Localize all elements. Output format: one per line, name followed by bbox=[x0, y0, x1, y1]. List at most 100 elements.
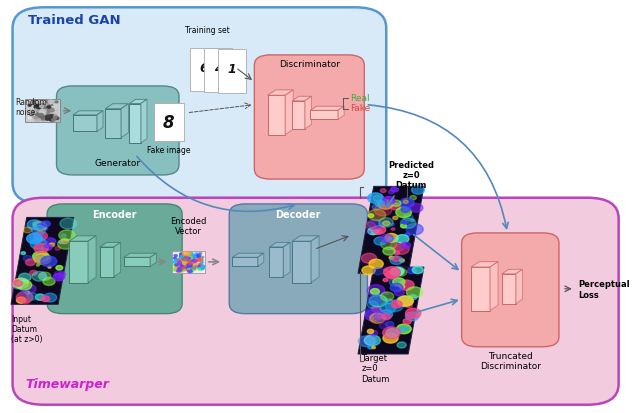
Circle shape bbox=[188, 259, 193, 263]
Circle shape bbox=[54, 110, 58, 112]
Circle shape bbox=[385, 234, 398, 242]
Circle shape bbox=[37, 107, 44, 111]
Circle shape bbox=[368, 295, 382, 305]
Circle shape bbox=[173, 268, 177, 271]
Circle shape bbox=[175, 264, 179, 266]
Circle shape bbox=[48, 104, 52, 108]
Circle shape bbox=[188, 266, 191, 268]
Text: 4: 4 bbox=[214, 62, 222, 75]
Text: Real: Real bbox=[351, 94, 370, 103]
Circle shape bbox=[189, 266, 195, 269]
Circle shape bbox=[34, 105, 40, 109]
Circle shape bbox=[182, 268, 186, 270]
Circle shape bbox=[182, 264, 184, 266]
Text: Random
noise: Random noise bbox=[16, 98, 47, 117]
Circle shape bbox=[61, 235, 66, 238]
Circle shape bbox=[398, 327, 406, 332]
Circle shape bbox=[200, 265, 204, 267]
Polygon shape bbox=[100, 247, 114, 277]
Circle shape bbox=[383, 247, 395, 256]
Circle shape bbox=[47, 117, 50, 119]
Polygon shape bbox=[69, 242, 88, 283]
Circle shape bbox=[29, 271, 37, 275]
Circle shape bbox=[189, 258, 193, 260]
Circle shape bbox=[367, 285, 385, 297]
Circle shape bbox=[42, 247, 47, 251]
Circle shape bbox=[394, 252, 399, 255]
Circle shape bbox=[178, 258, 182, 261]
Circle shape bbox=[388, 191, 394, 195]
Circle shape bbox=[187, 264, 192, 267]
Circle shape bbox=[390, 204, 401, 210]
Circle shape bbox=[175, 260, 177, 262]
Circle shape bbox=[49, 101, 54, 104]
Bar bbox=[154, 104, 184, 142]
Circle shape bbox=[389, 256, 394, 259]
Circle shape bbox=[189, 264, 193, 267]
Text: Timewarper: Timewarper bbox=[25, 377, 109, 390]
Polygon shape bbox=[284, 243, 290, 277]
Circle shape bbox=[38, 106, 44, 109]
Circle shape bbox=[379, 310, 392, 319]
Circle shape bbox=[31, 226, 45, 235]
Circle shape bbox=[390, 284, 403, 292]
Circle shape bbox=[401, 224, 406, 228]
Circle shape bbox=[184, 259, 187, 261]
Polygon shape bbox=[305, 97, 312, 130]
Text: Input
Datum
(at z>0): Input Datum (at z>0) bbox=[12, 314, 43, 344]
Circle shape bbox=[42, 112, 47, 116]
Circle shape bbox=[194, 266, 197, 268]
Circle shape bbox=[403, 215, 413, 221]
Circle shape bbox=[25, 292, 30, 294]
Circle shape bbox=[181, 268, 186, 270]
Circle shape bbox=[385, 300, 403, 312]
Circle shape bbox=[174, 255, 177, 257]
Circle shape bbox=[40, 274, 46, 278]
Circle shape bbox=[409, 295, 417, 300]
Circle shape bbox=[397, 324, 412, 334]
Circle shape bbox=[35, 118, 40, 121]
Circle shape bbox=[380, 323, 388, 329]
Circle shape bbox=[33, 117, 38, 121]
Circle shape bbox=[406, 312, 419, 321]
Circle shape bbox=[42, 109, 47, 113]
Circle shape bbox=[53, 112, 57, 114]
Circle shape bbox=[374, 205, 392, 216]
Circle shape bbox=[54, 117, 57, 120]
Circle shape bbox=[193, 268, 196, 270]
Circle shape bbox=[396, 269, 407, 276]
Circle shape bbox=[381, 235, 393, 243]
Circle shape bbox=[199, 253, 202, 255]
Circle shape bbox=[41, 111, 45, 114]
Circle shape bbox=[185, 260, 189, 263]
Circle shape bbox=[33, 252, 49, 263]
Circle shape bbox=[49, 110, 54, 114]
Circle shape bbox=[40, 106, 44, 108]
Circle shape bbox=[186, 259, 189, 261]
Circle shape bbox=[173, 270, 176, 271]
Circle shape bbox=[183, 256, 188, 259]
Polygon shape bbox=[358, 187, 424, 273]
Circle shape bbox=[197, 259, 201, 261]
Circle shape bbox=[368, 346, 373, 349]
Circle shape bbox=[188, 268, 192, 271]
Circle shape bbox=[396, 235, 409, 244]
Circle shape bbox=[44, 107, 47, 109]
Circle shape bbox=[55, 102, 58, 104]
Circle shape bbox=[188, 261, 192, 264]
Circle shape bbox=[380, 292, 394, 301]
Circle shape bbox=[42, 118, 45, 120]
Circle shape bbox=[54, 116, 57, 118]
Circle shape bbox=[49, 115, 54, 118]
Circle shape bbox=[28, 118, 31, 120]
Polygon shape bbox=[502, 274, 516, 304]
Circle shape bbox=[397, 342, 406, 348]
Circle shape bbox=[27, 234, 42, 244]
Circle shape bbox=[51, 107, 55, 110]
Text: Perceptual
Loss: Perceptual Loss bbox=[578, 280, 629, 299]
Circle shape bbox=[393, 217, 398, 220]
Circle shape bbox=[198, 258, 203, 261]
Circle shape bbox=[405, 303, 412, 308]
Polygon shape bbox=[292, 236, 319, 242]
Circle shape bbox=[23, 300, 29, 304]
